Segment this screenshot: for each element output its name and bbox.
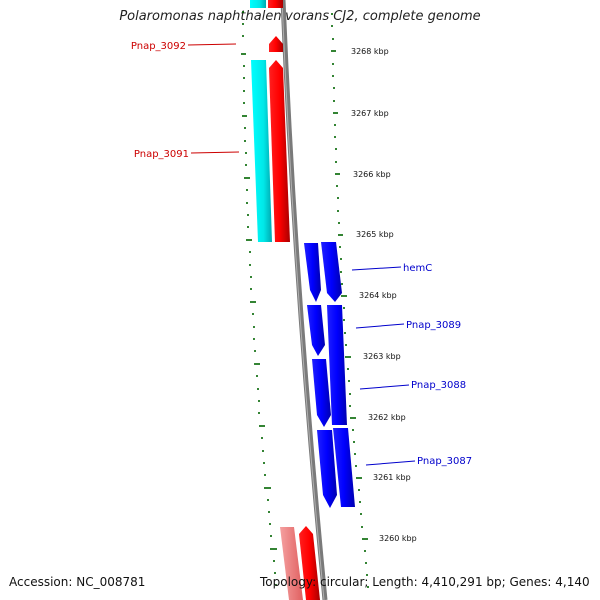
tick-label-3262: 3262 kbp <box>368 413 406 422</box>
feature-cyan-pnap-3091[interactable] <box>251 60 272 242</box>
tick-label-3263: 3263 kbp <box>363 352 401 361</box>
outer-tick-ring <box>331 50 368 540</box>
gene-label-hemc[interactable]: hemC <box>403 263 432 274</box>
outer-dot-ring <box>331 13 369 588</box>
gene-cds-top-fragment[interactable] <box>268 0 283 8</box>
leader-pnap-3087 <box>365 460 416 466</box>
leader-pnap-3092 <box>187 43 237 46</box>
tick-label-3264: 3264 kbp <box>359 291 397 300</box>
gene-label-pnap-3092[interactable]: Pnap_3092 <box>131 41 186 52</box>
feature-blue-pnap-3087-outer[interactable] <box>333 428 355 507</box>
gene-label-pnap-3091[interactable]: Pnap_3091 <box>134 149 189 160</box>
genome-backbone-highlight <box>281 0 325 600</box>
genome-summary-label: Topology: circular; Length: 4,410,291 bp… <box>260 575 590 589</box>
gene-pnap-3089[interactable] <box>307 305 325 356</box>
leader-pnap-3088 <box>359 384 410 390</box>
tick-label-3260: 3260 kbp <box>379 534 417 543</box>
tick-label-3267: 3267 kbp <box>351 109 389 118</box>
gene-label-pnap-3087[interactable]: Pnap_3087 <box>417 456 472 467</box>
tick-label-3268: 3268 kbp <box>351 47 389 56</box>
gene-label-pnap-3088[interactable]: Pnap_3088 <box>411 380 466 391</box>
gene-pnap-3092[interactable] <box>269 36 283 52</box>
feature-cyan-top[interactable] <box>250 0 266 8</box>
leader-pnap-3091 <box>190 151 240 154</box>
gene-hemc[interactable] <box>304 243 321 302</box>
gene-label-pnap-3089[interactable]: Pnap_3089 <box>406 320 461 331</box>
feature-blue-hemc-outer[interactable] <box>321 242 342 302</box>
genome-backbone <box>280 0 328 600</box>
leader-pnap-3089 <box>355 323 405 329</box>
tick-label-3265: 3265 kbp <box>356 230 394 239</box>
accession-label: Accession: NC_008781 <box>9 575 146 589</box>
tick-label-3266: 3266 kbp <box>353 170 391 179</box>
inner-tick-ring <box>241 53 277 550</box>
leader-hemc <box>351 266 402 271</box>
tick-label-3261: 3261 kbp <box>373 473 411 482</box>
feature-blue-pnap-3089-outer[interactable] <box>327 305 347 425</box>
map-title: Polaromonas naphthalenivorans CJ2, compl… <box>119 9 481 24</box>
gene-cds-bottom[interactable] <box>299 526 320 600</box>
feature-pink-bottom[interactable] <box>280 527 303 600</box>
gene-pnap-3088[interactable] <box>312 359 331 427</box>
gene-pnap-3087[interactable] <box>317 430 337 508</box>
gene-pnap-3091[interactable] <box>269 60 290 242</box>
inner-dot-ring <box>242 11 277 586</box>
